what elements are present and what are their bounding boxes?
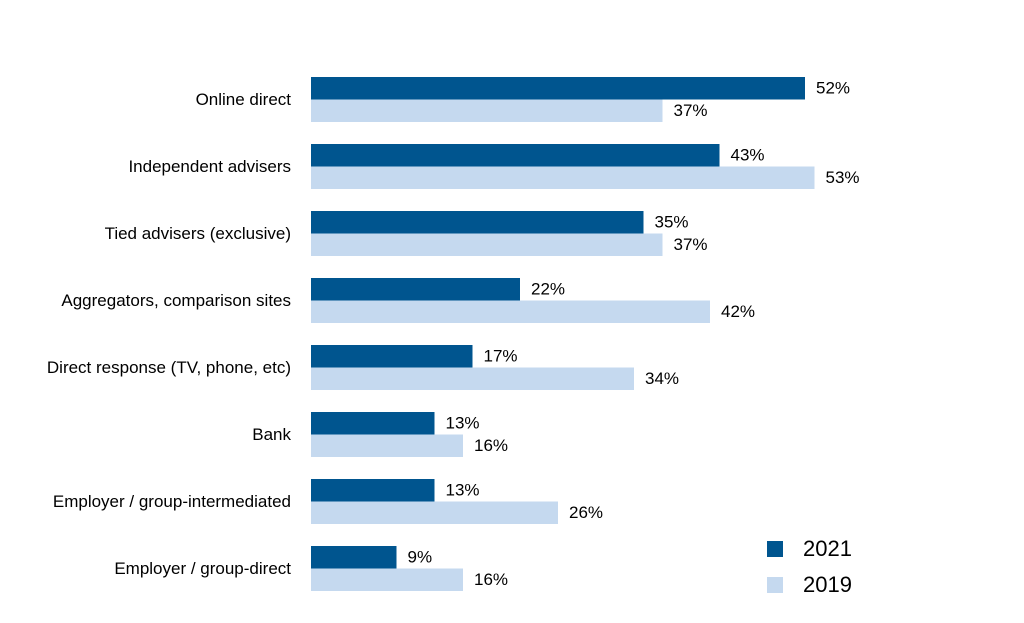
bar-2021-7 [311,546,397,569]
value-label-2019-7: 16% [474,570,508,589]
value-label-2021-7: 9% [408,548,433,567]
category-label: Tied advisers (exclusive) [105,224,291,243]
bars-layer [311,77,815,591]
legend-label-2021: 2021 [803,536,852,561]
value-label-2019-1: 53% [826,168,860,187]
value-label-2019-4: 34% [645,369,679,388]
bar-2019-0 [311,99,663,122]
category-label: Employer / group-direct [114,559,291,578]
category-label: Direct response (TV, phone, etc) [47,358,291,377]
value-label-2019-0: 37% [674,101,708,120]
bar-2021-3 [311,278,520,301]
value-label-2021-1: 43% [731,146,765,165]
bar-2021-0 [311,77,805,100]
category-label: Independent advisers [128,157,291,176]
legend-swatch-2021 [767,541,783,557]
bar-2019-6 [311,501,558,524]
value-label-2021-3: 22% [531,280,565,299]
category-label: Bank [252,425,291,444]
value-label-2021-5: 13% [446,414,480,433]
legend-label-2019: 2019 [803,572,852,597]
bar-2019-1 [311,166,815,189]
legend-swatch-2019 [767,577,783,593]
category-label: Online direct [196,90,292,109]
bar-2021-6 [311,479,435,502]
value-label-2021-0: 52% [816,79,850,98]
category-label: Aggregators, comparison sites [61,291,291,310]
bar-2019-4 [311,367,634,390]
bar-2021-1 [311,144,720,167]
legend: 2021 2019 [767,536,852,597]
bar-2021-4 [311,345,473,368]
value-label-2019-5: 16% [474,436,508,455]
bar-2021-5 [311,412,435,435]
bar-2019-5 [311,434,463,457]
labels-layer: Online direct 52% 37% Independent advisers 4… [47,79,860,590]
bar-2021-2 [311,211,644,234]
bar-2019-3 [311,300,710,323]
value-label-2021-6: 13% [446,481,480,500]
value-label-2021-4: 17% [484,347,518,366]
value-label-2021-2: 35% [655,213,689,232]
value-label-2019-3: 42% [721,302,755,321]
category-label: Employer / group-intermediated [53,492,291,511]
value-label-2019-2: 37% [674,235,708,254]
value-label-2019-6: 26% [569,503,603,522]
bar-2019-2 [311,233,663,256]
bar-2019-7 [311,568,463,591]
